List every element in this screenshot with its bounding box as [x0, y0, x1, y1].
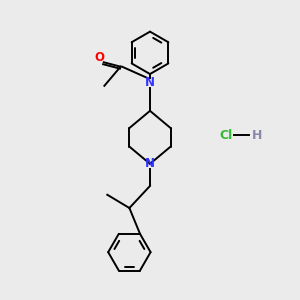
Text: O: O	[94, 51, 104, 64]
Text: H: H	[252, 129, 262, 142]
Text: Cl: Cl	[219, 129, 232, 142]
Text: N: N	[145, 157, 155, 170]
Text: N: N	[145, 76, 155, 89]
